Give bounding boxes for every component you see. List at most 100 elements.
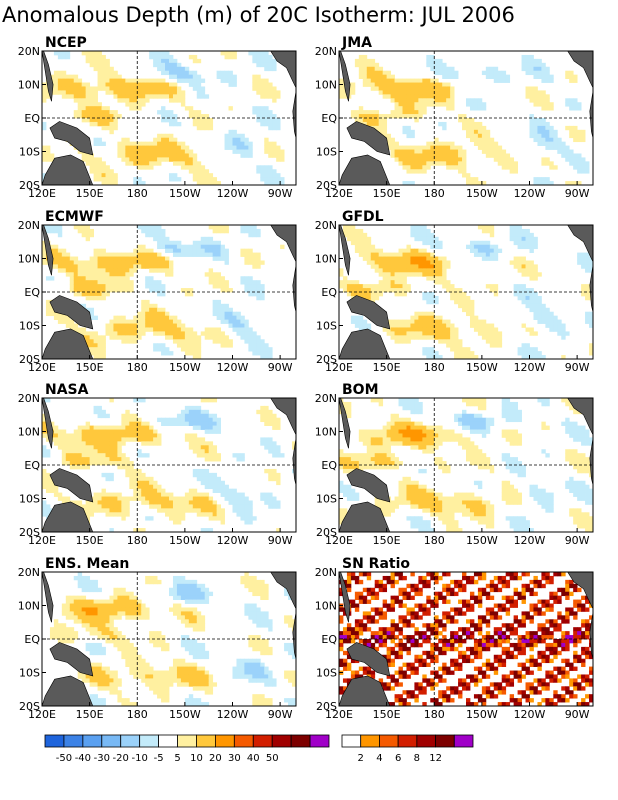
- heatmap-cell: [153, 441, 158, 446]
- heatmap-cell: [521, 299, 526, 305]
- heatmap-cell: [272, 500, 277, 505]
- heatmap-cell: [426, 228, 431, 234]
- heatmap-cell: [89, 276, 94, 281]
- heatmap-cell: [561, 355, 566, 359]
- heatmap-cell: [169, 82, 174, 87]
- heatmap-cell: [378, 272, 384, 277]
- heatmap-cell: [212, 413, 218, 419]
- heatmap-cell: [244, 153, 249, 158]
- heatmap-cell: [101, 339, 106, 344]
- heatmap-cell: [561, 398, 566, 403]
- heatmap-cell: [430, 488, 435, 493]
- heatmap-cell: [382, 125, 388, 131]
- heatmap-cell: [69, 457, 75, 462]
- heatmap-cell: [489, 504, 495, 509]
- heatmap-cell: [434, 145, 439, 150]
- heatmap-cell: [462, 153, 467, 158]
- heatmap-cell: [61, 453, 67, 458]
- heatmap-cell: [93, 90, 98, 95]
- heatmap-cell: [378, 465, 384, 470]
- heatmap-cell: [200, 449, 206, 454]
- heatmap-cell: [212, 425, 218, 430]
- heatmap-cell: [426, 260, 431, 265]
- heatmap-cell: [200, 94, 206, 99]
- heatmap-cell: [485, 252, 491, 257]
- heatmap-cell: [533, 137, 538, 143]
- heatmap-cell: [208, 125, 214, 131]
- heatmap-cell: [85, 118, 91, 123]
- heatmap-cell: [73, 288, 79, 293]
- heatmap-cell: [244, 145, 249, 150]
- heatmap-cell: [438, 516, 443, 521]
- heatmap-cell: [410, 421, 415, 426]
- heatmap-cell: [442, 90, 447, 95]
- heatmap-cell: [109, 449, 114, 454]
- heatmap-cell: [244, 141, 249, 146]
- heatmap-cell: [382, 256, 388, 261]
- heatmap-cell: [105, 110, 110, 115]
- heatmap-cell: [553, 315, 558, 320]
- heatmap-cell: [125, 82, 130, 87]
- heatmap-cell: [477, 425, 483, 430]
- heatmap-cell: [264, 66, 269, 72]
- heatmap-cell: [133, 264, 138, 269]
- heatmap-cell: [541, 303, 546, 309]
- heatmap-cell: [410, 268, 415, 273]
- heatmap-cell: [430, 496, 435, 501]
- heatmap-cell: [260, 165, 265, 170]
- heatmap-cell: [434, 86, 439, 91]
- land-mass: [589, 265, 593, 359]
- heatmap-cell: [161, 82, 166, 87]
- heatmap-cell: [422, 256, 427, 261]
- heatmap-cell: [362, 433, 368, 438]
- heatmap-cell: [97, 102, 102, 107]
- heatmap-cell: [394, 256, 399, 261]
- heatmap-cell: [362, 82, 368, 87]
- heatmap-cell: [165, 244, 170, 250]
- heatmap-cell: [268, 347, 273, 352]
- heatmap-cell: [398, 331, 403, 336]
- heatmap-cell: [276, 121, 281, 127]
- heatmap-cell: [133, 398, 138, 403]
- heatmap-cell: [414, 110, 419, 115]
- heatmap-cell: [212, 445, 218, 450]
- heatmap-cell: [192, 240, 198, 246]
- heatmap-cell: [477, 413, 483, 419]
- heatmap-cell: [485, 335, 491, 340]
- heatmap-cell: [161, 244, 166, 250]
- heatmap-cell: [169, 496, 174, 501]
- heatmap-cell: [414, 225, 419, 230]
- heatmap-cell: [105, 106, 110, 111]
- heatmap-cell: [125, 465, 130, 470]
- heatmap-cell: [473, 457, 479, 462]
- heatmap-cell: [406, 157, 411, 162]
- heatmap-cell: [450, 433, 455, 438]
- heatmap-cell: [577, 260, 582, 265]
- heatmap-cell: [418, 488, 423, 493]
- heatmap-cell: [541, 78, 546, 83]
- heatmap-cell: [149, 323, 154, 328]
- heatmap-cell: [101, 114, 106, 119]
- heatmap-cell: [378, 78, 384, 83]
- heatmap-cell: [358, 433, 364, 438]
- heatmap-cell: [529, 244, 534, 250]
- heatmap-cell: [49, 248, 55, 253]
- heatmap-cell: [42, 468, 47, 474]
- heatmap-cell: [101, 351, 106, 356]
- heatmap-cell: [493, 244, 499, 250]
- heatmap-cell: [236, 141, 241, 146]
- heatmap-cell: [450, 157, 455, 162]
- heatmap-cell: [57, 86, 63, 91]
- heatmap-cell: [101, 74, 106, 79]
- heatmap-cell: [589, 323, 593, 328]
- heatmap-cell: [545, 74, 550, 79]
- heatmap-cell: [362, 62, 368, 68]
- heatmap-cell: [176, 331, 182, 336]
- heatmap-cell: [418, 248, 423, 253]
- heatmap-cell: [438, 323, 443, 328]
- heatmap-cell: [169, 335, 174, 340]
- heatmap-cell: [125, 335, 130, 340]
- heatmap-cell: [446, 264, 451, 269]
- heatmap-cell: [414, 488, 419, 493]
- heatmap-cell: [125, 78, 130, 83]
